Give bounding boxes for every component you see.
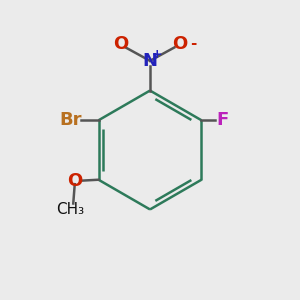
Text: Br: Br [59,111,82,129]
Text: -: - [190,35,196,50]
Text: +: + [152,48,163,61]
Text: O: O [172,35,187,53]
Text: CH₃: CH₃ [56,202,84,217]
Text: O: O [113,35,128,53]
Text: O: O [67,172,83,190]
Text: F: F [216,111,228,129]
Text: N: N [142,52,158,70]
